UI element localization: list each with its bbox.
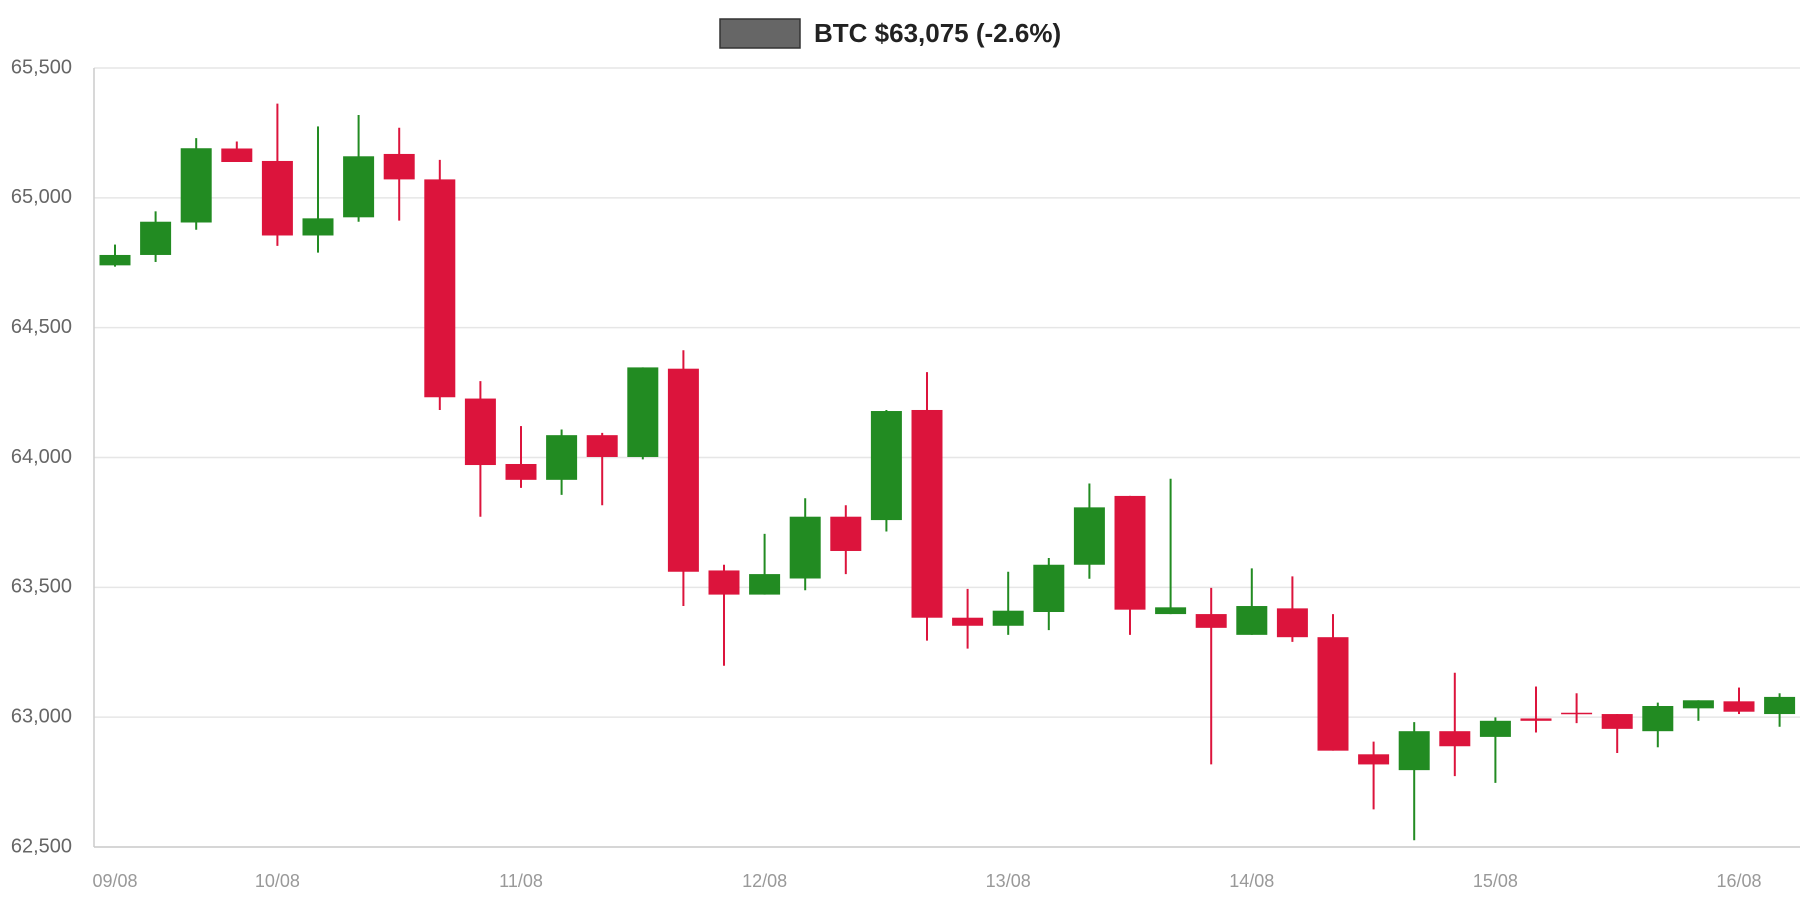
candle-body [667,368,699,572]
candle-body [708,570,740,595]
candle-body [1033,564,1065,613]
candle-body [1601,714,1633,729]
y-tick-label: 63,000 [11,705,72,727]
candle-body [911,409,943,618]
candle-body [343,156,375,218]
candle-body [505,463,537,480]
legend-swatch [719,18,801,49]
candle-body [383,153,415,180]
y-tick-label: 62,500 [11,835,72,857]
candle-body [1642,706,1674,732]
candle-body [1114,495,1146,610]
candle-body [1439,731,1471,747]
x-tick-label: 12/08 [742,871,787,891]
chart-title: BTC $63,075 (-2.6%) [814,18,1061,48]
x-tick-label: 13/08 [986,871,1031,891]
candle-body [261,160,293,236]
x-tick-label: 09/08 [92,871,137,891]
candle-body [1479,720,1511,737]
candle-body [1073,507,1105,565]
candle-body [1317,637,1349,751]
candle-body [1682,700,1714,709]
y-tick-label: 65,000 [11,186,72,208]
candle-body [952,617,984,626]
candle-body [464,398,496,466]
candle-body [1764,696,1796,715]
candle-body [1195,614,1227,628]
candle-body [546,435,578,480]
candle-body [749,574,781,595]
x-tick-label: 11/08 [499,871,543,891]
candle-body [302,218,334,236]
y-tick-label: 64,500 [11,316,72,338]
candle-body [1358,754,1390,765]
candle-body [424,179,456,398]
candle-body [1276,608,1308,638]
candle-body [870,411,902,521]
candle-body [99,254,131,266]
y-tick-label: 63,500 [11,576,72,598]
x-tick-label: 14/08 [1229,871,1274,891]
candle-body [221,148,253,162]
candle-body [1236,606,1268,635]
y-tick-label: 64,000 [11,446,72,468]
candle-body [1561,712,1593,715]
candle-body [586,435,618,457]
candle-body [140,221,172,255]
candle-body [830,516,862,551]
candle-body [1155,607,1187,615]
candle-body [789,516,821,579]
candle-body [180,148,212,223]
candle-body [627,367,659,457]
candle-body [1520,718,1552,721]
candle-body [992,610,1024,626]
candle-body [1723,701,1755,712]
x-tick-label: 16/08 [1716,871,1761,891]
x-tick-label: 15/08 [1473,871,1518,891]
y-tick-label: 65,500 [11,56,72,78]
x-tick-label: 10/08 [255,871,300,891]
candle-body [1398,731,1430,771]
